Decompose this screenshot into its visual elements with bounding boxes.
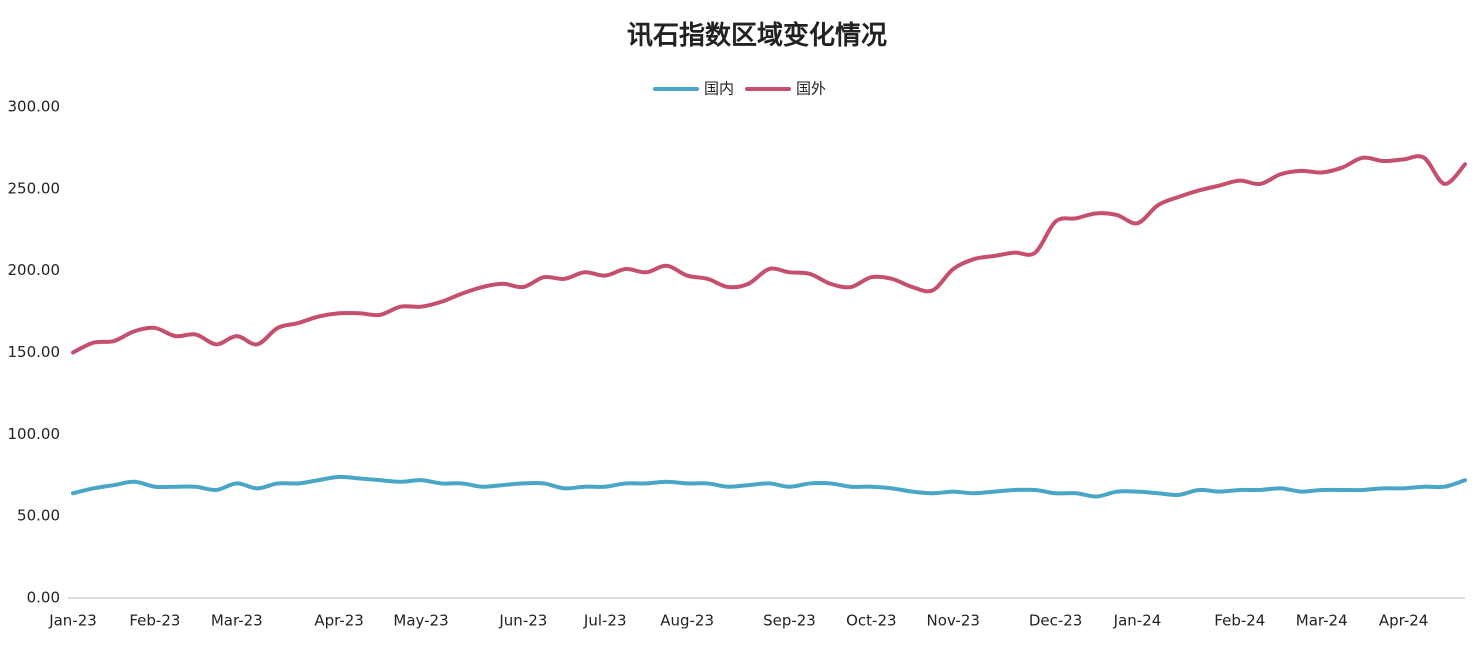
- legend-label: 国内: [704, 80, 734, 98]
- x-tick-label: Aug-23: [660, 612, 714, 630]
- y-tick-label: 100.00: [8, 425, 61, 443]
- x-tick-label: Apr-24: [1379, 612, 1429, 630]
- x-tick-label: Jul-23: [583, 612, 627, 630]
- x-tick-label: Jun-23: [498, 612, 547, 630]
- x-tick-label: Dec-23: [1029, 612, 1083, 630]
- line-series: [71, 474, 1467, 499]
- y-tick-label: 150.00: [8, 343, 61, 361]
- line-series: [71, 154, 1467, 355]
- legend-label: 国外: [796, 80, 826, 98]
- y-tick-label: 200.00: [8, 261, 61, 279]
- x-tick-label: Nov-23: [927, 612, 980, 630]
- x-tick-label: May-23: [393, 612, 448, 630]
- x-tick-label: Mar-24: [1296, 612, 1348, 630]
- chart-title: 讯石指数区域变化情况: [627, 20, 887, 51]
- x-tick-label: Jan-23: [48, 612, 97, 630]
- x-tick-label: Feb-24: [1214, 612, 1265, 630]
- x-tick-label: Jan-24: [1113, 612, 1162, 630]
- y-tick-label: 250.00: [8, 179, 61, 197]
- x-tick-label: Apr-23: [314, 612, 364, 630]
- x-tick-label: Sep-23: [763, 612, 816, 630]
- y-tick-label: 0.00: [27, 589, 60, 607]
- y-tick-label: 300.00: [8, 98, 61, 116]
- x-tick-label: Oct-23: [846, 612, 896, 630]
- y-tick-label: 50.00: [17, 507, 60, 525]
- x-tick-label: Mar-23: [211, 612, 263, 630]
- x-tick-label: Feb-23: [129, 612, 180, 630]
